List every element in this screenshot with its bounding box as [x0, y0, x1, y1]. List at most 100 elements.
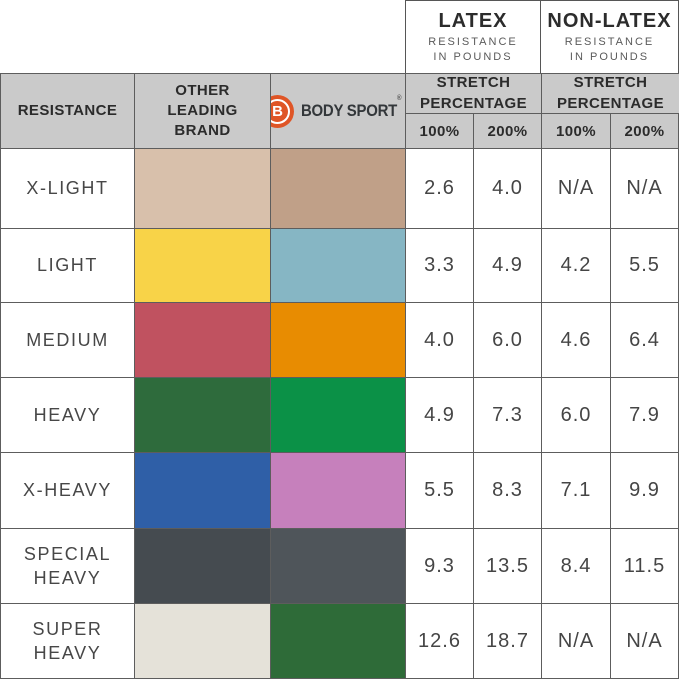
value-cell: 13.5	[473, 528, 541, 603]
row-label-special-heavy-line1: SPECIAL	[23, 543, 112, 564]
other-brand-swatch	[134, 452, 270, 528]
value-cell: 8.4	[541, 528, 610, 603]
row-label-super-heavy-line1: SUPER	[32, 618, 103, 639]
value-latex-100: 9.3	[424, 554, 455, 577]
bodysport-logo: B BODY SPORT®	[271, 94, 405, 128]
table-row-label: MEDIUM	[0, 302, 134, 377]
latex-subtitle-line2: IN POUNDS	[433, 50, 513, 63]
latex-title: LATEX	[438, 9, 508, 32]
other-brand-swatch	[134, 377, 270, 452]
value-latex-200: 8.3	[492, 479, 523, 501]
nonlatex-subtitle-line1: RESISTANCE	[564, 35, 655, 48]
value-cell: 9.3	[405, 528, 473, 603]
bodysport-column-header: B BODY SPORT®	[270, 73, 405, 148]
value-cell: 4.9	[473, 228, 541, 302]
table-row-label: X-HEAVY	[0, 452, 134, 528]
bodysport-swatch	[270, 528, 405, 603]
other-brand-swatch	[134, 302, 270, 377]
value-nonlatex-100: 4.6	[560, 328, 592, 351]
table-row-label: HEAVY	[0, 377, 134, 452]
nonlatex-subtitle-line2: IN POUNDS	[569, 50, 650, 63]
row-label-heavy: HEAVY	[33, 404, 102, 425]
value-latex-200: 13.5	[486, 554, 529, 577]
stretch-nonlatex-line2: PERCENTAGE	[556, 94, 665, 112]
value-latex-200: 4.9	[492, 254, 523, 276]
row-label-super-heavy-line2: HEAVY	[33, 643, 102, 663]
bodysport-logo-ring: B	[271, 98, 291, 124]
value-cell: 6.4	[610, 302, 679, 377]
value-cell: 5.5	[610, 228, 679, 302]
bodysport-name: BODY SPORT	[301, 101, 398, 120]
value-cell: N/A	[541, 148, 610, 228]
nonlatex-200-label: 200%	[624, 122, 665, 140]
bodysport-swatch	[270, 603, 405, 679]
bodysport-swatch	[270, 302, 405, 377]
value-cell: 6.0	[473, 302, 541, 377]
resistance-column-header: RESISTANCE	[0, 73, 134, 148]
latex-subtitle: RESISTANCE IN POUNDS	[428, 35, 517, 65]
value-cell: 11.5	[610, 528, 679, 603]
value-cell: 6.0	[541, 377, 610, 452]
value-nonlatex-100: 4.2	[560, 254, 592, 276]
value-latex-100: 12.6	[418, 629, 461, 652]
stretch-latex-line2: PERCENTAGE	[419, 94, 528, 112]
other-brand-line3: BRAND	[174, 122, 231, 140]
row-label-special-heavy-line2: HEAVY	[33, 568, 102, 588]
value-latex-200: 18.7	[486, 629, 529, 652]
value-cell: 4.0	[405, 302, 473, 377]
latex-200-header: 200%	[473, 113, 541, 148]
value-latex-200: 6.0	[492, 328, 523, 351]
bodysport-swatch	[270, 452, 405, 528]
value-nonlatex-200: 9.9	[629, 479, 660, 501]
value-latex-200: 4.0	[492, 177, 523, 199]
value-nonlatex-100: 8.4	[560, 554, 592, 577]
other-brand-swatch	[134, 228, 270, 302]
resistance-header-label: RESISTANCE	[17, 101, 118, 119]
nonlatex-title: NON-LATEX	[547, 9, 672, 32]
table-row-label: SUPER HEAVY	[0, 603, 134, 679]
value-nonlatex-200: 5.5	[629, 254, 660, 276]
row-label-medium: MEDIUM	[26, 329, 109, 350]
value-cell: 7.9	[610, 377, 679, 452]
registered-trademark-icon: ®	[397, 95, 402, 102]
other-brand-line1: OTHER	[175, 81, 230, 99]
value-cell: 2.6	[405, 148, 473, 228]
value-cell: 7.1	[541, 452, 610, 528]
row-label-xheavy: X-HEAVY	[23, 480, 112, 501]
nonlatex-header-box: NON-LATEX RESISTANCE IN POUNDS	[541, 0, 679, 73]
row-label-light: LIGHT	[36, 255, 98, 276]
latex-100-header: 100%	[405, 113, 473, 148]
value-nonlatex-200: N/A	[626, 177, 663, 199]
bodysport-wordmark: BODY SPORT®	[301, 95, 402, 121]
nonlatex-100-label: 100%	[556, 122, 596, 140]
value-cell: 7.3	[473, 377, 541, 452]
nonlatex-100-header: 100%	[541, 113, 610, 148]
bodysport-logo-circle-icon: B	[271, 94, 295, 128]
value-cell: 3.3	[405, 228, 473, 302]
table-grid: RESISTANCE OTHER LEADING BRAND B BODY SP…	[0, 73, 679, 679]
table-row-label: SPECIAL HEAVY	[0, 528, 134, 603]
table-row-label: X-LIGHT	[0, 148, 134, 228]
value-cell: 4.6	[541, 302, 610, 377]
value-cell: 4.9	[405, 377, 473, 452]
value-latex-100: 4.0	[424, 328, 455, 351]
other-brand-line2: LEADING	[167, 101, 238, 119]
value-cell: 4.2	[541, 228, 610, 302]
value-cell: 9.9	[610, 452, 679, 528]
stretch-percentage-header-latex: STRETCH PERCENTAGE	[405, 73, 541, 113]
value-nonlatex-100: 6.0	[560, 403, 592, 426]
value-cell: 4.0	[473, 148, 541, 228]
table-row-label: LIGHT	[0, 228, 134, 302]
value-cell: 18.7	[473, 603, 541, 679]
value-nonlatex-200: 6.4	[629, 328, 660, 351]
nonlatex-200-header: 200%	[610, 113, 679, 148]
value-nonlatex-200: N/A	[626, 629, 663, 652]
value-latex-100: 3.3	[424, 254, 455, 276]
stretch-nonlatex-label: STRETCH PERCENTAGE	[556, 74, 665, 113]
latex-100-label: 100%	[419, 122, 460, 140]
value-cell: 5.5	[405, 452, 473, 528]
value-nonlatex-100: N/A	[557, 177, 595, 199]
value-nonlatex-200: 11.5	[623, 554, 666, 577]
row-label-xlight: X-LIGHT	[26, 178, 109, 199]
